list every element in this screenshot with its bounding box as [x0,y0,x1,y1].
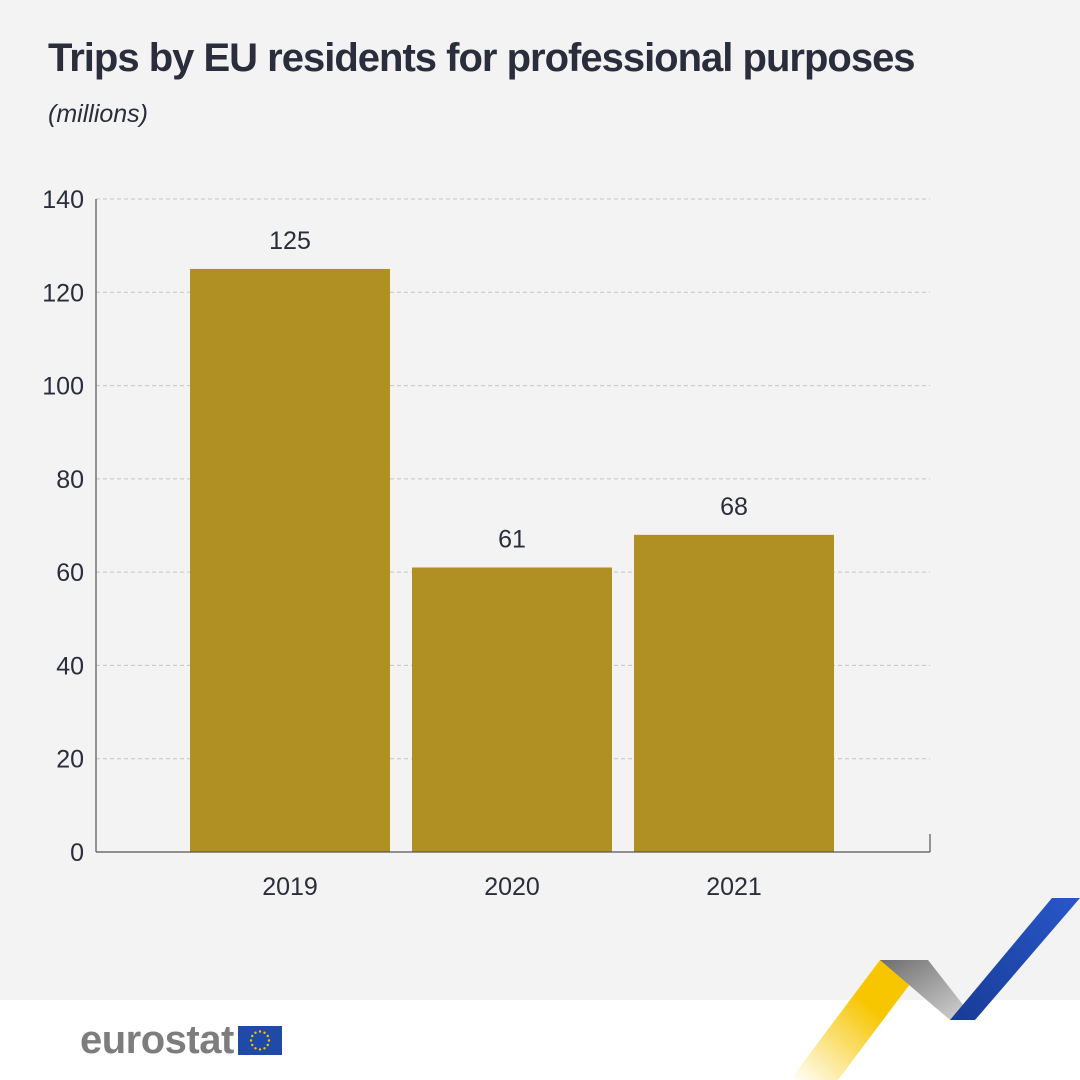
flag-star [263,1047,266,1050]
bar [412,567,612,852]
y-tick-label: 20 [56,746,84,774]
y-tick-label: 0 [70,839,84,867]
chart-title: Trips by EU residents for professional p… [48,36,916,80]
labels: 0 20 40 60 80 100 120 140 125 2019 61 2020 68 2021 [42,186,762,901]
axes [95,199,931,853]
bar [634,534,834,852]
bar [190,268,390,852]
eurostat-logo: eurostat [80,1018,282,1063]
eu-flag-icon [237,1026,282,1055]
flag-star [266,1043,269,1047]
flag-star [258,1048,262,1051]
flag-star [249,1039,253,1042]
flag-star [258,1030,262,1033]
x-tick-label: 2020 [484,873,540,901]
data-label: 68 [720,493,748,521]
eurostat-wordmark: eurostat [80,1018,234,1062]
y-tick-label: 140 [42,186,84,214]
y-tick-label: 100 [42,373,84,401]
y-tick-label: 40 [56,652,84,680]
flag-star [266,1034,269,1038]
flag-star [254,1047,257,1050]
brand-ribbon-icon [790,898,1080,1080]
y-tick-label: 60 [56,559,84,587]
x-tick-label: 2019 [262,873,318,901]
x-tick-label: 2021 [706,873,762,901]
y-tick-label: 80 [56,466,84,494]
flag-star [263,1031,266,1034]
eu-stars-icon [249,1030,271,1051]
flag-star [267,1039,271,1042]
chart-subtitle: (millions) [48,100,148,128]
flag-star [250,1034,254,1038]
data-label: 61 [498,525,526,553]
bars [190,268,834,852]
data-label: 125 [269,227,311,255]
bar-chart: 0 20 40 60 80 100 120 140 125 2019 61 2020 68 2021 [42,186,931,901]
y-tick-label: 120 [42,279,84,307]
flag-star [250,1043,254,1047]
flag-star [254,1031,257,1034]
